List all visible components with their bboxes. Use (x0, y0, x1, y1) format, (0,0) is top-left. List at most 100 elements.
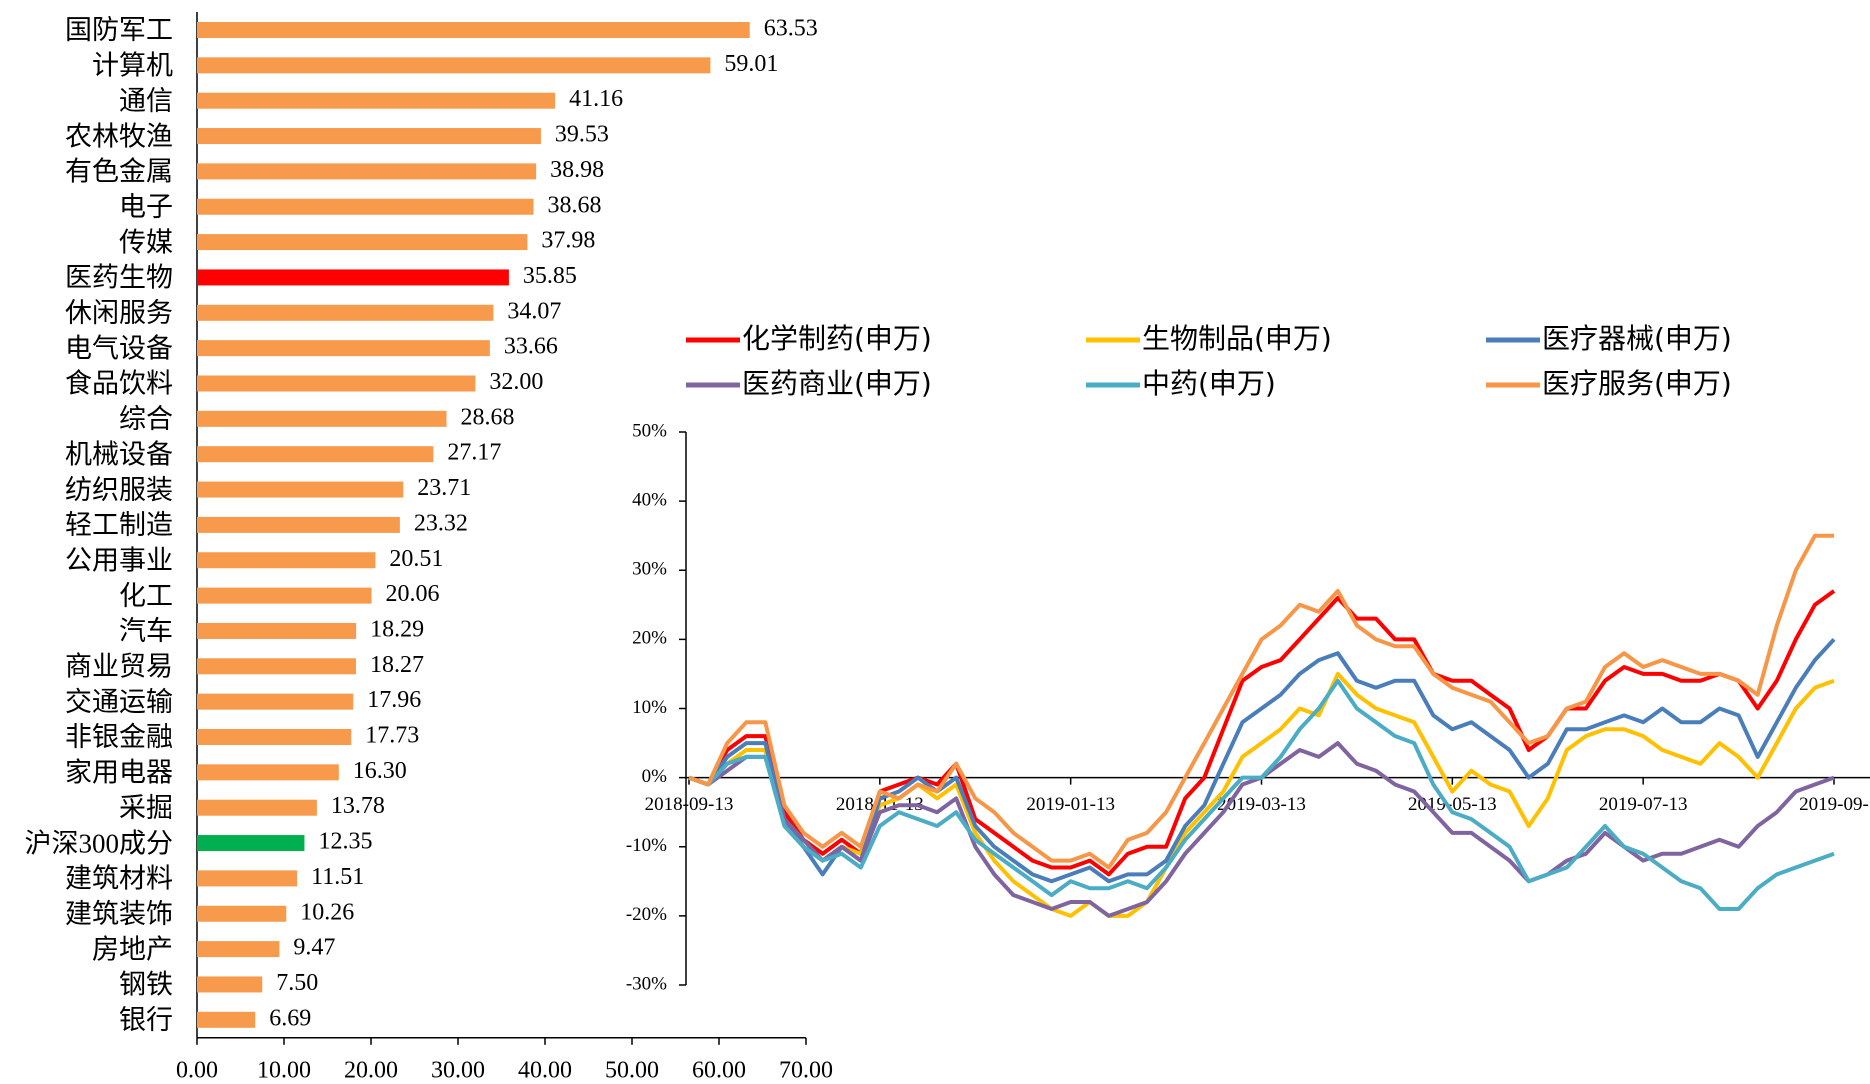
bar (197, 1011, 256, 1028)
category-label: 农林牧渔 (65, 121, 173, 151)
value-label: 23.32 (414, 510, 468, 536)
value-label: 37.98 (541, 228, 595, 254)
x-tick-label: 70.00 (779, 1057, 833, 1083)
y-tick-label: 0% (642, 766, 668, 787)
x-tick-label: 2019-03-13 (1217, 794, 1306, 815)
y-tick-label: 30% (632, 559, 667, 580)
y-tick-label: 20% (632, 628, 667, 649)
y-tick-label: 50% (632, 420, 667, 441)
x-tick-label: 50.00 (605, 1057, 659, 1083)
value-label: 11.51 (311, 864, 364, 890)
bar (197, 234, 528, 251)
value-label: 10.26 (300, 899, 354, 925)
bar (197, 658, 356, 675)
value-label: 20.51 (389, 546, 443, 572)
value-label: 18.27 (370, 652, 424, 678)
category-label: 房地产 (92, 934, 173, 964)
bar (197, 92, 556, 109)
series-line (688, 671, 1835, 918)
value-label: 23.71 (417, 475, 471, 501)
category-label: 综合 (119, 404, 173, 434)
category-label: 化工 (119, 581, 173, 611)
bar (197, 516, 400, 533)
series-line (688, 678, 1835, 911)
category-label: 食品饮料 (65, 369, 173, 399)
bar (197, 905, 287, 922)
value-label: 34.07 (507, 298, 561, 324)
value-label: 41.16 (569, 86, 623, 112)
bar (197, 693, 354, 710)
category-label: 钢铁 (119, 970, 173, 1000)
category-label: 公用事业 (65, 545, 173, 575)
category-label: 交通运输 (65, 687, 173, 717)
category-label: 银行 (119, 1005, 173, 1035)
category-label: 商业贸易 (65, 652, 173, 682)
bar (197, 552, 376, 569)
category-label: 国防军工 (65, 15, 173, 45)
category-label: 电气设备 (65, 333, 173, 363)
y-tick-label: -10% (626, 835, 667, 856)
bar (197, 870, 298, 887)
category-label: 纺织服装 (65, 475, 173, 505)
value-label: 16.30 (353, 758, 407, 784)
bar (197, 304, 494, 321)
value-label: 38.68 (548, 192, 602, 218)
category-label: 休闲服务 (65, 298, 173, 328)
value-label: 27.17 (447, 440, 501, 466)
category-label: 有色金属 (65, 157, 173, 187)
bar (197, 198, 534, 215)
x-tick-label: 2019-07-13 (1599, 794, 1688, 815)
category-label: 医药生物 (65, 263, 173, 293)
x-tick-label: 30.00 (431, 1057, 485, 1083)
bar (197, 163, 537, 180)
category-label: 建筑材料 (65, 864, 173, 894)
bar (197, 128, 541, 145)
x-tick-label: 40.00 (518, 1057, 572, 1083)
value-label: 7.50 (276, 970, 318, 996)
bar (197, 587, 372, 604)
legend-label: 医疗器械(申万) (1542, 322, 1732, 355)
value-label: 12.35 (318, 829, 372, 855)
y-tick-label: -20% (626, 904, 667, 925)
category-label: 采掘 (119, 793, 173, 823)
bar (197, 446, 434, 463)
value-label: 6.69 (269, 1005, 311, 1031)
legend-label: 化学制药(申万) (742, 322, 932, 355)
value-label: 32.00 (489, 369, 543, 395)
value-label: 17.96 (367, 687, 421, 713)
value-label: 39.53 (555, 122, 609, 148)
y-tick-label: 10% (632, 697, 667, 718)
y-tick-label: 40% (632, 489, 667, 510)
category-label: 传媒 (119, 227, 173, 257)
category-label: 沪深300成分 (25, 828, 174, 858)
category-label: 非银金融 (65, 722, 173, 752)
value-label: 63.53 (764, 16, 818, 42)
legend-label: 医疗服务(申万) (1542, 367, 1732, 400)
bar (197, 835, 305, 852)
bar (197, 22, 750, 38)
y-tick-label: -30% (626, 973, 667, 994)
bar (197, 340, 490, 357)
x-tick-label: 10.00 (257, 1057, 311, 1083)
legend-label: 医药商业(申万) (742, 367, 932, 400)
value-label: 9.47 (293, 935, 335, 961)
category-label: 计算机 (92, 51, 173, 81)
bar (197, 941, 280, 958)
category-label: 机械设备 (65, 439, 173, 469)
x-tick-label: 2019-09- (1799, 794, 1869, 815)
category-label: 电子 (119, 192, 173, 222)
value-label: 18.29 (370, 616, 424, 642)
legend-label: 中药(申万) (1142, 367, 1276, 400)
bar (197, 269, 509, 286)
value-label: 17.73 (365, 723, 419, 749)
series-line (688, 533, 1834, 870)
x-tick-label: 2019-01-13 (1026, 794, 1115, 815)
x-tick-label: 20.00 (344, 1057, 398, 1083)
category-label: 轻工制造 (65, 510, 173, 540)
x-tick-label: 2018-09-13 (645, 794, 734, 815)
legend-label: 生物制品(申万) (1142, 322, 1332, 355)
series-line (688, 741, 1835, 918)
value-label: 13.78 (331, 793, 385, 819)
